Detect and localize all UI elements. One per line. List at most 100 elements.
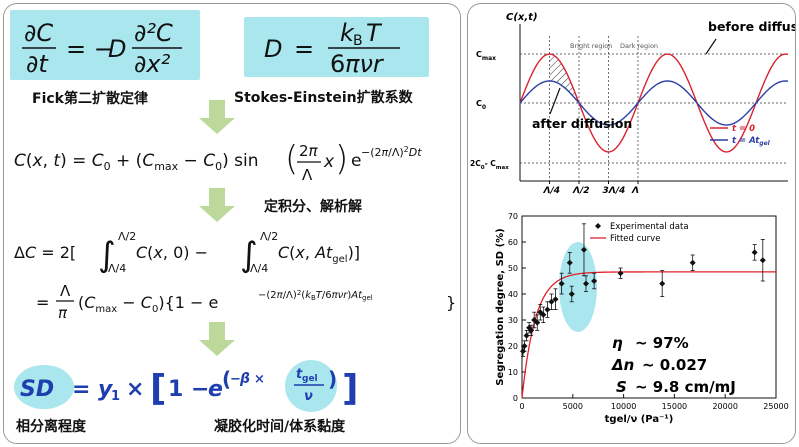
eta-symbol: η	[612, 334, 623, 352]
diamond-marker	[531, 317, 538, 323]
param-block: η ~ 97% Δn ~ 0.027 S ~ 9.8 cm/mJ	[611, 334, 736, 396]
stokes-einstein-label: Stokes-Einstein扩散系数	[234, 88, 444, 108]
data-point-19	[659, 270, 666, 297]
svg-text:Λ: Λ	[302, 166, 313, 184]
svg-text:∫: ∫	[98, 235, 116, 275]
y-tick-label-4: 40	[508, 290, 518, 299]
legend-label-tgel: t = Atgel	[732, 136, 771, 147]
before-diffusion-text: before diffusion	[708, 19, 795, 34]
s-symbol: S	[616, 378, 627, 396]
x-tick-label-1: Λ/2	[572, 186, 590, 196]
gel-time-viscosity-label: 凝胶化时间/体系黏度	[214, 419, 346, 435]
data-point-14	[568, 285, 575, 303]
diamond-marker	[580, 246, 587, 253]
svg-text:ν: ν	[304, 389, 313, 404]
svg-text:): )	[335, 139, 348, 179]
x-tick-label-3: 15000	[662, 402, 687, 411]
data-point-16	[583, 275, 590, 292]
svg-text:πνr: πνr	[345, 50, 385, 77]
dn-symbol: Δn	[611, 356, 634, 374]
fick-equation: ∂C ∂t = − D ∂²C ∂x²	[22, 19, 182, 78]
dn-value: ~ 0.027	[642, 356, 707, 374]
svg-text:}: }	[446, 293, 456, 312]
phase-separation-label: 相分离程度	[16, 419, 86, 435]
after-diffusion-label: after diffusion	[532, 116, 632, 131]
svg-text:∫: ∫	[240, 235, 258, 275]
after-arrow	[549, 87, 561, 115]
svg-text:C(x, Atgel)]: C(x, Atgel)]	[278, 243, 360, 265]
data-point-15	[580, 223, 587, 277]
diamond-marker	[523, 332, 530, 339]
sd-marks	[520, 223, 776, 399]
svg-text:e: e	[208, 377, 223, 402]
svg-text:Λ/4: Λ/4	[108, 262, 126, 275]
y-tick-label-1: 10	[508, 368, 518, 377]
svg-text:∂t: ∂t	[26, 50, 49, 78]
svg-text:−(2π/Λ)2Dt: −(2π/Λ)2Dt	[361, 145, 422, 159]
dark-region-label: Dark region	[620, 42, 658, 50]
s-value: ~ 9.8 cm/mJ	[635, 378, 736, 396]
stokes-equation-box: D = k B T 6 πνr	[244, 17, 429, 77]
y-tick-label-0: 0	[513, 394, 518, 403]
svg-text:(: (	[285, 139, 298, 179]
y-tick-cmax: Cmax	[476, 50, 496, 62]
legend-label-experimental: Experimental data	[610, 222, 689, 232]
cosine-labels: C(x,t) Bright region Dark region before …	[470, 12, 795, 196]
data-point-5	[531, 311, 538, 329]
diamond-marker	[544, 306, 551, 313]
svg-text:π: π	[58, 304, 68, 322]
svg-text:β: β	[239, 371, 250, 387]
svg-text:=: =	[294, 35, 314, 63]
diamond-marker	[552, 296, 559, 303]
x-tick-label-5: 25000	[763, 402, 788, 411]
x-tick-label-1: 5000	[563, 402, 583, 411]
x-tick-label-0: 0	[519, 402, 524, 411]
y-tick-label-2: 20	[508, 342, 518, 351]
y-tick-c0: C0	[476, 99, 486, 111]
down-arrow-3	[199, 322, 235, 356]
svg-text:Λ/2: Λ/2	[260, 230, 278, 243]
before-arrow	[705, 38, 717, 55]
y-tick-label-5: 50	[508, 264, 518, 273]
svg-text:−: −	[230, 372, 241, 387]
left-equations-panel: ∂C ∂t = − D ∂²C ∂x² D = k B T 6 πνr	[3, 3, 461, 444]
segregation-degree-chart: 0 5000 10000 15000 20000 25000 0 10 20 30 40 50 60 70…	[495, 212, 789, 425]
svg-text:=: =	[36, 293, 49, 312]
cosine-curves	[519, 38, 789, 153]
data-point-17	[591, 272, 598, 290]
data-point-4	[528, 324, 535, 336]
data-point-21	[751, 244, 758, 261]
data-point-2	[523, 330, 530, 342]
svg-text:gel: gel	[302, 374, 318, 384]
data-point-20	[689, 254, 696, 271]
diamond-marker	[521, 343, 528, 349]
stokes-einstein-label-text: Stokes-Einstein扩散系数	[234, 90, 413, 106]
svg-text:(Cmax − C0){1 − e: (Cmax − C0){1 − e	[78, 293, 218, 315]
data-point-12	[558, 272, 565, 295]
data-point-1	[521, 340, 528, 352]
svg-text:B: B	[353, 33, 363, 49]
x-tick-label-2: 3Λ/4	[603, 186, 626, 196]
svg-text:(: (	[222, 367, 231, 391]
svg-text:Λ/4: Λ/4	[250, 262, 268, 275]
svg-text:∂x²: ∂x²	[134, 50, 171, 78]
svg-text:∂C: ∂C	[24, 19, 53, 47]
diamond-marker	[566, 259, 573, 266]
data-point-18	[617, 267, 624, 279]
legend-marker-experimental	[595, 223, 601, 229]
stokes-equation: D = k B T 6 πνr	[264, 19, 400, 77]
sd-equation: SD = y 1 × [ 1 − e ( − β × t gel ν ) ]	[14, 360, 358, 412]
svg-text:−(2π/Λ)2(kBT/6πνr)Atgel: −(2π/Λ)2(kBT/6πνr)Atgel	[258, 289, 373, 302]
diamond-marker	[583, 280, 590, 287]
svg-text:k: k	[340, 19, 355, 47]
data-point-22	[759, 238, 766, 282]
hatched-diffusion-region	[549, 54, 579, 103]
right-plots-panel: C(x,t) Bright region Dark region before …	[467, 3, 796, 444]
data-point-13	[566, 252, 573, 274]
svg-text:[: [	[150, 368, 166, 409]
down-arrow-2	[199, 188, 235, 222]
legend-label-fitted: Fitted curve	[610, 234, 660, 244]
svg-text:e: e	[351, 151, 361, 171]
bright-region-label: Bright region	[570, 42, 612, 50]
fitted-curve	[521, 271, 776, 399]
